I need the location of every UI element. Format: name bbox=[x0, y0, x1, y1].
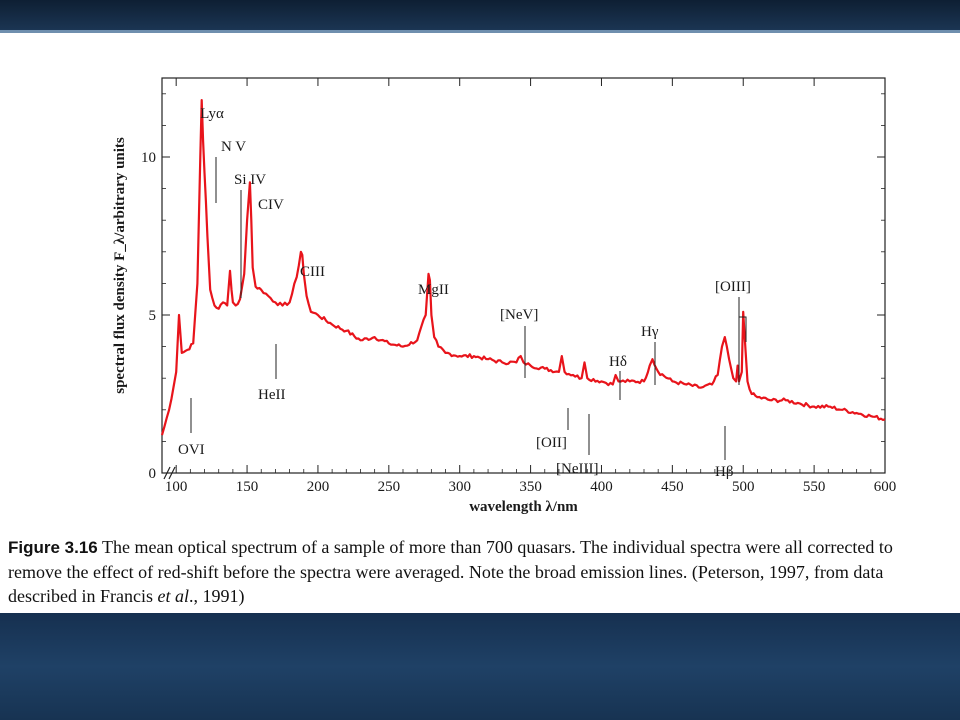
y-tick-label: 10 bbox=[141, 150, 156, 166]
x-tick-label: 150 bbox=[236, 479, 259, 495]
x-tick-label: 250 bbox=[378, 479, 401, 495]
caption-text: The mean optical spectrum of a sample of… bbox=[8, 537, 893, 606]
y-axis-title: spectral flux density F_λ/arbitrary unit… bbox=[112, 137, 128, 394]
x-tick-label: 600 bbox=[874, 479, 897, 495]
x-axis-title: wavelength λ/nm bbox=[469, 499, 578, 515]
annotation-label-h: Hβ bbox=[715, 464, 733, 480]
caption-text-end: ., 1991) bbox=[188, 586, 245, 606]
annotation-bracket-oiii bbox=[738, 297, 747, 342]
x-tick-label: 100 bbox=[165, 479, 188, 495]
figure-caption: Figure 3.16 The mean optical spectrum of… bbox=[8, 535, 948, 608]
annotation-label-ciii: CIII bbox=[300, 264, 325, 280]
annotation-label-heii: HeII bbox=[258, 387, 285, 403]
annotation-label-neiii: [NeIII] bbox=[556, 461, 598, 477]
annotation-label-nev: [NeV] bbox=[500, 307, 538, 323]
annotation-label-siiv: Si IV bbox=[234, 172, 266, 188]
y-tick-label: 0 bbox=[149, 466, 157, 482]
x-tick-label: 550 bbox=[803, 479, 826, 495]
emission-line-annotations: Lyα N V Si IV CIV CIII MgII [NeV] Hδ Hγ [OIII] OVI… bbox=[178, 106, 751, 480]
annotation-label-h: Hγ bbox=[641, 324, 659, 340]
top-bar bbox=[0, 0, 960, 33]
plot-frame bbox=[161, 77, 886, 474]
x-tick-label: 300 bbox=[448, 479, 471, 495]
y-tick-label: 5 bbox=[149, 308, 157, 324]
spectrum-chart: 100 150 200 250 300 350 400 450 500 550 600 0 5 10 Ly… bbox=[112, 77, 896, 515]
annotation-label-h: Hδ bbox=[609, 354, 627, 370]
x-tick-label: 350 bbox=[519, 479, 542, 495]
x-tick-label: 200 bbox=[307, 479, 330, 495]
x-tick-label: 450 bbox=[661, 479, 684, 495]
annotation-label-ovi: OVI bbox=[178, 442, 205, 458]
x-tick-label: 400 bbox=[590, 479, 613, 495]
figure-number: Figure 3.16 bbox=[8, 538, 98, 557]
chart-ticks: 100 150 200 250 300 350 400 450 500 550 600 0 5 10 bbox=[141, 78, 896, 495]
annotation-label-mgii: MgII bbox=[418, 282, 449, 298]
annotation-label-ly: Lyα bbox=[200, 106, 224, 122]
annotation-label-oiii: [OIII] bbox=[715, 279, 751, 295]
annotation-label-nv: N V bbox=[221, 139, 246, 155]
spectrum-line bbox=[160, 99, 886, 436]
annotation-label-civ: CIV bbox=[258, 197, 284, 213]
bottom-band bbox=[0, 613, 960, 720]
annotation-label-oii: [OII] bbox=[536, 435, 567, 451]
chart-axes bbox=[161, 77, 886, 480]
caption-et-al: et al bbox=[157, 586, 189, 606]
slide-content: 100 150 200 250 300 350 400 450 500 550 600 0 5 10 Ly… bbox=[0, 33, 960, 613]
axis-break-mark bbox=[168, 466, 176, 480]
x-tick-label: 500 bbox=[732, 479, 755, 495]
